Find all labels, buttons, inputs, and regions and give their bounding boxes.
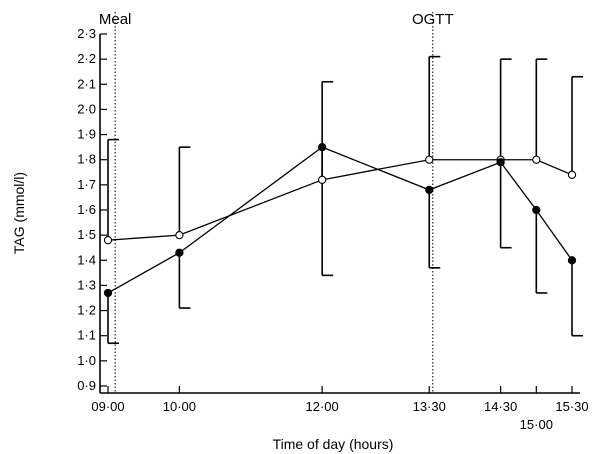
data-point-open — [318, 175, 327, 184]
tick-layer: 0·9 1·0 1·1 1·2 1·3 1·4 1·5 1·6 1·7 1·8 1·9 2·0 2·1 2… — [77, 26, 588, 432]
y-tick-label: 2·2 — [77, 51, 96, 66]
data-point-open — [103, 236, 113, 245]
y-tick-label: 1·2 — [77, 303, 96, 318]
y-tick-label: 1·3 — [77, 277, 96, 292]
y-tick-label: 0·9 — [77, 378, 96, 393]
x-tick-label: 09·00 — [91, 399, 124, 414]
data-point-filled — [318, 142, 327, 152]
y-tick-label: 2·1 — [77, 76, 96, 91]
data-point-open — [567, 170, 577, 179]
y-tick-label: 1·7 — [77, 177, 96, 192]
y-axis-title: TAG (mmol/l) — [11, 172, 27, 254]
x-tick-label: 13·30 — [413, 399, 446, 414]
x-tick-label: 15·00 — [520, 417, 553, 432]
y-tick-label: 1·5 — [77, 227, 96, 242]
data-point-filled — [175, 248, 184, 257]
series-line — [107, 159, 573, 241]
y-tick-label: 1·4 — [77, 252, 96, 267]
data-point-open — [425, 155, 434, 164]
series-line — [107, 146, 573, 294]
x-tick-label: 14·30 — [484, 399, 517, 414]
x-tick-label: 15·30 — [555, 399, 588, 414]
annotation-layer: Meal OGTT — [99, 11, 454, 393]
data-point-open — [532, 155, 541, 164]
y-tick-label: 1·1 — [77, 328, 96, 343]
y-tick-label: 1·9 — [77, 127, 96, 142]
data-point-filled — [532, 205, 541, 215]
y-tick-label: 1·0 — [77, 353, 96, 368]
data-point-filled — [496, 158, 505, 167]
axis-layer — [99, 34, 580, 394]
x-tick-label: 12·00 — [306, 399, 339, 414]
data-point-filled — [567, 256, 577, 265]
series-layer — [103, 55, 583, 345]
y-tick-label: 2·0 — [77, 101, 96, 116]
y-tick-label: 1·6 — [77, 202, 96, 217]
annotation-label: Meal — [99, 11, 132, 28]
x-tick-label: 10·00 — [163, 399, 196, 414]
data-point-filled — [103, 288, 113, 298]
data-point-filled — [425, 185, 434, 195]
x-axis-title: Time of day (hours) — [273, 436, 394, 452]
y-tick-label: 2·3 — [77, 26, 96, 41]
data-point-open — [175, 230, 184, 240]
y-tick-label: 1·8 — [77, 152, 96, 167]
annotation-label: OGTT — [412, 11, 454, 28]
